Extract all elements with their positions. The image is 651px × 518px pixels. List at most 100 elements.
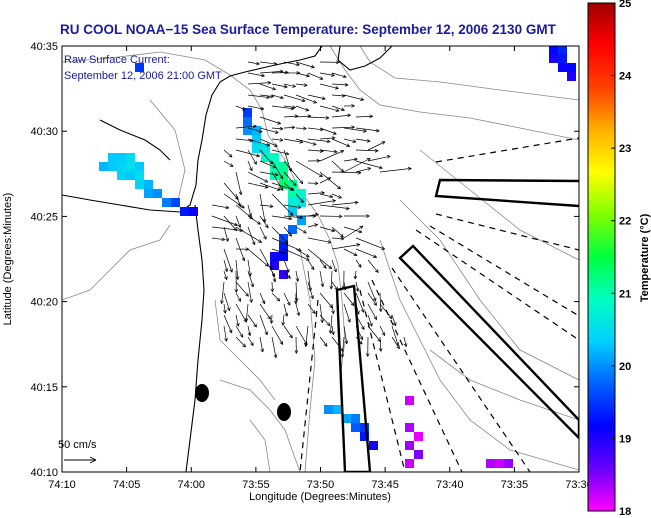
current-vector (307, 223, 318, 228)
sst-pixel (261, 144, 270, 153)
current-vector (307, 213, 319, 217)
radar-site-marker-west (195, 384, 209, 402)
lane-southeast-box (398, 244, 579, 440)
current-vector (211, 237, 226, 242)
current-vector (355, 138, 371, 143)
sst-pixel (351, 414, 360, 423)
current-vector (283, 325, 293, 339)
current-vector (271, 160, 284, 180)
current-vector (247, 171, 269, 183)
sst-pixel (252, 135, 261, 144)
current-vector (271, 94, 284, 100)
lane-south-box (335, 284, 372, 472)
current-vector (295, 126, 307, 131)
surface-current-vectors (211, 60, 412, 358)
x-tick-label: 73:55 (242, 479, 270, 491)
current-vector (307, 116, 330, 120)
y-tick-label: 40:25 (30, 211, 58, 223)
current-vector (247, 182, 269, 189)
current-vector (331, 243, 361, 250)
current-vector (343, 292, 355, 306)
current-vector (403, 336, 408, 347)
sst-pixel (135, 63, 144, 72)
sst-pixel (414, 450, 423, 459)
sst-pixel (567, 63, 576, 72)
x-tick-label: 74:10 (48, 479, 76, 491)
current-vector (270, 281, 275, 293)
current-vector (283, 226, 292, 237)
current-vector (319, 83, 339, 90)
sst-pixel (558, 46, 567, 54)
radar-site-marker-east (277, 403, 291, 421)
current-vector (343, 225, 364, 239)
sst-pixel (261, 153, 270, 162)
current-vector (331, 193, 342, 199)
current-vector (355, 292, 365, 313)
current-vector (319, 336, 328, 347)
sst-pixel (288, 189, 297, 198)
sst-pixel (279, 171, 288, 180)
sst-pixel (324, 405, 333, 414)
current-vector (247, 160, 253, 172)
current-vector (391, 314, 397, 327)
sst-pixel (558, 54, 567, 63)
current-vector (295, 72, 310, 78)
y-tick-label: 40:35 (30, 41, 58, 53)
y-axis-label: Latitude (Degrees:Minutes) (2, 193, 14, 326)
current-vector (235, 281, 249, 297)
x-axis-ticks: 74:10 74:05 74:00 73:55 73:50 73:45 73:40 73:35… (48, 46, 593, 491)
sst-pixel (360, 432, 369, 441)
sst-pixel (486, 459, 495, 468)
current-vector (247, 127, 263, 133)
current-vector (343, 138, 357, 143)
current-vector (343, 303, 351, 323)
current-vector (367, 314, 373, 327)
sst-pixel (279, 162, 288, 171)
current-vector (367, 303, 378, 320)
sst-pixel (171, 198, 180, 207)
sst-pixel (558, 63, 567, 72)
sst-pixel (243, 126, 252, 135)
current-vector (223, 303, 227, 314)
y-axis-ticks: 40:35 40:30 40:25 40:20 40:15 40:10 (30, 41, 579, 479)
current-vector (283, 204, 302, 210)
current-vector (259, 61, 278, 66)
sst-pixel (495, 459, 504, 468)
current-vector (220, 281, 225, 304)
current-vector (319, 303, 324, 323)
sst-pixel (126, 153, 135, 162)
sst-pixel (405, 459, 414, 468)
current-vector (223, 259, 229, 272)
sst-pixel (567, 72, 576, 81)
current-vector (211, 215, 238, 227)
current-vector (271, 83, 288, 89)
sst-pixel (342, 414, 351, 423)
current-vector (259, 292, 266, 305)
y-tick-label: 40:20 (30, 297, 58, 309)
current-vector (319, 270, 325, 288)
sst-pixel (126, 162, 135, 171)
current-vector (295, 105, 310, 112)
current-vector (247, 325, 252, 336)
sst-pixel (297, 189, 306, 198)
current-vector (271, 149, 290, 156)
current-vector (235, 325, 244, 338)
sst-pixel (108, 153, 117, 162)
current-vector (379, 325, 386, 336)
current-vector (259, 127, 279, 134)
current-vector (259, 94, 274, 99)
current-vector (271, 171, 284, 191)
current-vector (331, 93, 346, 98)
current-vector (235, 105, 246, 111)
scale-arrow (64, 456, 97, 464)
current-vector (235, 171, 243, 196)
current-vector (235, 314, 240, 327)
current-vector (343, 104, 355, 108)
sst-pixel (270, 153, 279, 162)
current-vector (295, 94, 317, 104)
current-vector (247, 149, 257, 165)
colorbar-tick-label: 18 (619, 506, 631, 518)
current-vector (307, 94, 326, 101)
sst-pixel (279, 270, 288, 279)
current-vector (259, 182, 281, 191)
